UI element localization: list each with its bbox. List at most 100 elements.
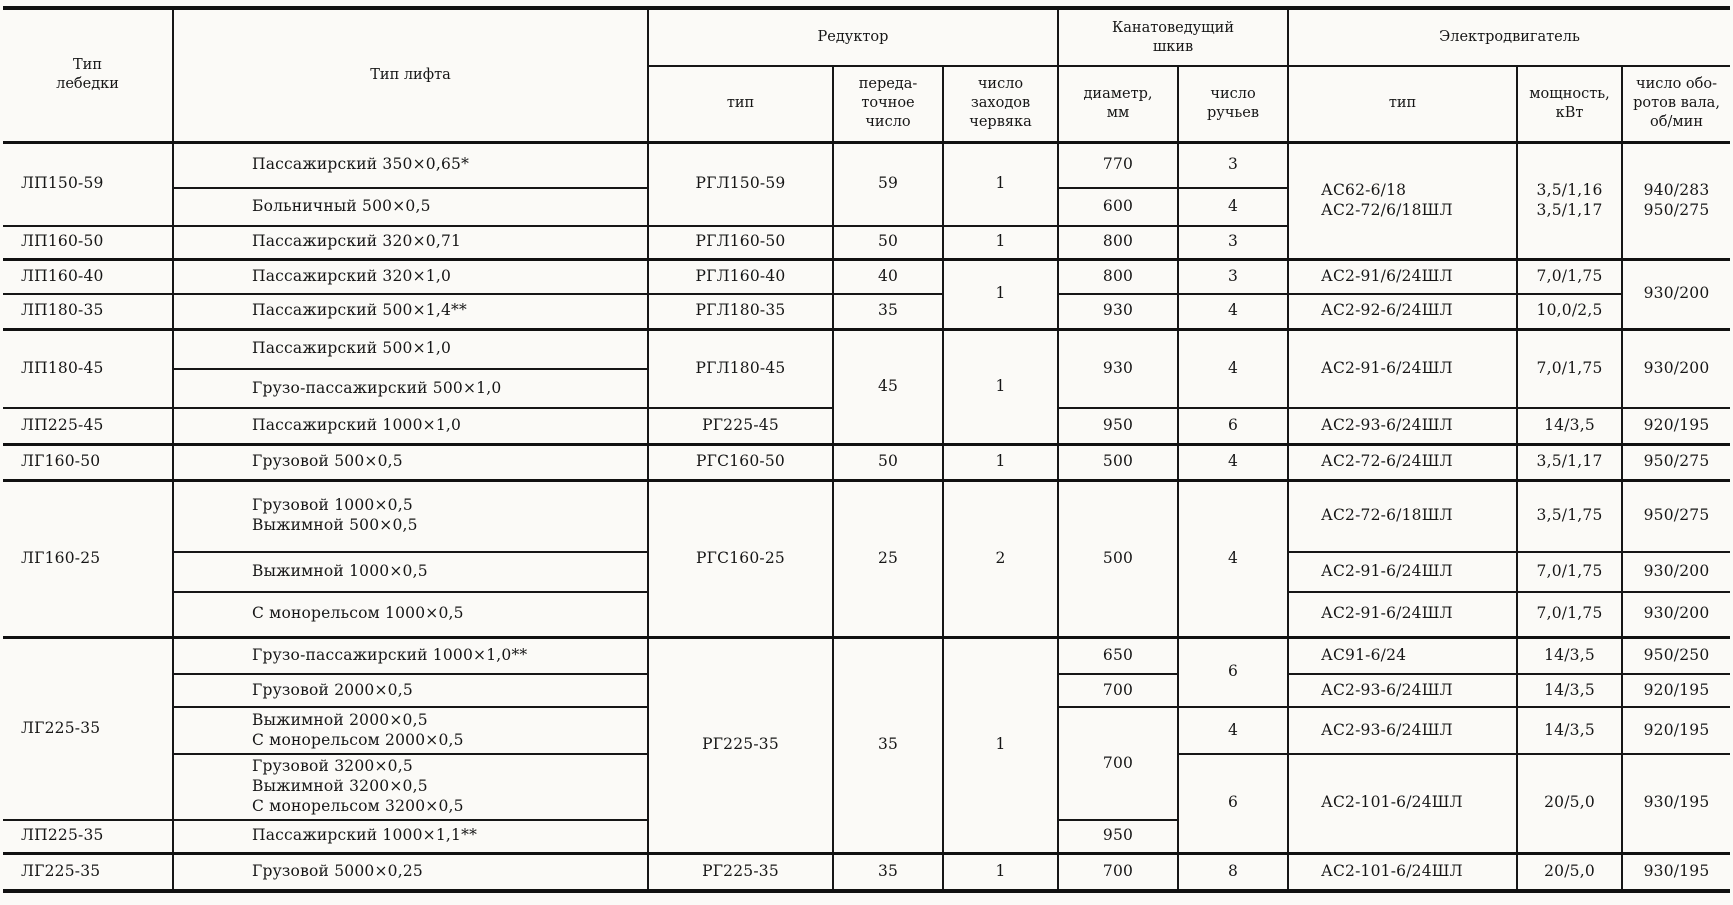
cell-grooves: 6 [1177, 407, 1290, 445]
cell-rpm: 930/200 [1621, 591, 1731, 638]
header-row-groups: Тип лебедки Тип лифта Редуктор Канатовед… [3, 6, 1731, 144]
cell-rpm: 930/195 [1621, 753, 1731, 854]
header-worm-starts: число заходов червяка [941, 65, 1060, 144]
cell-diam: 700 [1057, 673, 1180, 708]
header-gear-ratio: переда- точное число [832, 65, 944, 144]
cell-lift: Грузовой 5000×0,25 [172, 851, 649, 893]
cell-grooves: 3 [1177, 225, 1290, 260]
cell-rpm: 940/283 950/275 [1621, 140, 1731, 260]
cell-mtype: АС2-91/6/24ШЛ [1287, 257, 1519, 295]
cell-diam: 500 [1057, 442, 1180, 481]
cell-mtype: АС2-93-6/24ШЛ [1287, 407, 1519, 445]
cell-diam: 700 [1057, 706, 1180, 821]
cell-rpm: 930/195 [1621, 851, 1731, 893]
cell-starts: 2 [941, 478, 1060, 638]
cell-rtype: РГ225-35 [647, 851, 834, 893]
cell-diam: 930 [1057, 293, 1180, 330]
cell-lift: Грузо-пассажирский 500×1,0 [172, 368, 649, 409]
cell-power: 14/3,5 [1516, 635, 1624, 675]
cell-winch: ЛГ225-35 [3, 851, 174, 893]
cell-diam: 650 [1057, 635, 1180, 675]
cell-rpm: 930/200 [1621, 257, 1731, 330]
table-row: Грузо-пассажирский 500×1,0 [3, 368, 1730, 409]
cell-starts: 1 [941, 257, 1060, 330]
cell-rtype: РГЛ180-45 [647, 327, 834, 409]
cell-mtype: АС2-101-6/24ШЛ [1287, 851, 1519, 893]
table-row: Больничный 500×0,5 600 4 [3, 187, 1730, 227]
cell-starts: 1 [941, 140, 1060, 227]
cell-diam: 500 [1057, 478, 1180, 638]
cell-lift: Грузовой 2000×0,5 [172, 673, 649, 708]
cell-ratio: 59 [832, 140, 944, 227]
cell-power: 14/3,5 [1516, 673, 1624, 708]
cell-winch: ЛГ160-25 [3, 478, 174, 638]
table-row: ЛП225-35 Пассажирский 1000×1,1** 950 [3, 819, 1730, 854]
cell-winch: ЛП160-50 [3, 225, 174, 260]
cell-lift: Пассажирский 320×1,0 [172, 257, 649, 295]
cell-lift: С монорельсом 1000×0,5 [172, 591, 649, 638]
cell-starts: 1 [941, 327, 1060, 445]
cell-lift: Грузовой 3200×0,5 Выжимной 3200×0,5 С мо… [172, 753, 649, 821]
header-sheave-diameter: диаметр, мм [1057, 65, 1180, 144]
header-group-motor: Электродвигатель [1287, 6, 1731, 67]
cell-lift: Выжимной 1000×0,5 [172, 551, 649, 593]
cell-rpm: 920/195 [1621, 706, 1731, 755]
cell-rpm: 950/275 [1621, 478, 1731, 553]
cell-diam: 950 [1057, 819, 1180, 854]
cell-power: 7,0/1,75 [1516, 551, 1624, 593]
cell-lift: Пассажирский 1000×1,0 [172, 407, 649, 445]
header-groove-count: число ручьев [1177, 65, 1290, 144]
cell-power: 7,0/1,75 [1516, 327, 1624, 409]
cell-rpm: 920/195 [1621, 407, 1731, 445]
cell-starts: 1 [941, 225, 1060, 260]
cell-rtype: РГ225-35 [647, 635, 834, 854]
cell-grooves: 4 [1177, 706, 1290, 755]
cell-rtype: РГС160-50 [647, 442, 834, 481]
cell-diam: 930 [1057, 327, 1180, 409]
header-motor-type: тип [1287, 65, 1519, 144]
cell-mtype: АС2-91-6/24ШЛ [1287, 551, 1519, 593]
cell-rtype: РГС160-25 [647, 478, 834, 638]
cell-starts: 1 [941, 442, 1060, 481]
cell-power: 20/5,0 [1516, 851, 1624, 893]
table-row: ЛГ225-35 Грузовой 5000×0,25 РГ225-35 35 1 700… [3, 851, 1731, 893]
cell-grooves: 4 [1177, 442, 1290, 481]
cell-ratio: 25 [832, 478, 944, 638]
cell-mtype: АС2-92-6/24ШЛ [1287, 293, 1519, 330]
header-reducer-type: тип [647, 65, 834, 144]
cell-winch: ЛП225-45 [3, 407, 174, 445]
cell-lift: Пассажирский 320×0,71 [172, 225, 649, 260]
table-row: ЛП150-59 Пассажирский 350×0,65* РГЛ150-59 5… [3, 140, 1731, 260]
cell-power: 3,5/1,75 [1516, 478, 1624, 553]
header-group-sheave: Канатоведущий шкив [1057, 6, 1290, 67]
cell-lift: Грузовой 1000×0,5 Выжимной 500×0,5 [172, 478, 649, 553]
cell-winch: ЛП225-35 [3, 819, 174, 854]
cell-rpm: 950/275 [1621, 442, 1731, 481]
cell-lift: Грузо-пассажирский 1000×1,0** [172, 635, 649, 675]
cell-lift: Пассажирский 500×1,4** [172, 293, 649, 330]
cell-rtype: РГЛ150-59 [647, 140, 834, 227]
table-row: ЛП160-40 Пассажирский 320×1,0 РГЛ160-40 40 1… [3, 257, 1731, 330]
cell-rpm: 920/195 [1621, 673, 1731, 708]
table-row: ЛГ225-35 Грузо-пассажирский 1000×1,0** РГ2… [3, 635, 1731, 854]
cell-diam: 800 [1057, 225, 1180, 260]
cell-winch: ЛП160-40 [3, 257, 174, 295]
cell-ratio: 35 [832, 635, 944, 854]
cell-winch: ЛГ160-50 [3, 442, 174, 481]
cell-lift: Пассажирский 1000×1,1** [172, 819, 649, 854]
cell-grooves: 4 [1177, 293, 1290, 330]
table-row: ЛП225-45 Пассажирский 1000×1,0 РГ225-45 950… [3, 407, 1731, 445]
cell-mtype: АС2-93-6/24ШЛ [1287, 673, 1519, 708]
cell-mtype: АС2-101-6/24ШЛ [1287, 753, 1519, 854]
cell-rtype: РГ225-45 [647, 407, 834, 445]
cell-rpm: 930/200 [1621, 327, 1731, 409]
cell-ratio: 40 [832, 257, 944, 295]
cell-lift: Выжимной 2000×0,5 С монорельсом 2000×0,5 [172, 706, 649, 755]
cell-winch: ЛП180-35 [3, 293, 174, 330]
table-row: Выжимной 1000×0,5 АС2-91-6/24ШЛ 7,0/1,75 93… [3, 551, 1731, 593]
cell-mtype: АС91-6/24 [1287, 635, 1519, 675]
cell-ratio: 50 [832, 225, 944, 260]
table-row: ЛГ160-25 Грузовой 1000×0,5 Выжимной 500×0… [3, 478, 1731, 638]
cell-grooves: 4 [1177, 187, 1290, 227]
cell-grooves: 8 [1177, 851, 1290, 893]
